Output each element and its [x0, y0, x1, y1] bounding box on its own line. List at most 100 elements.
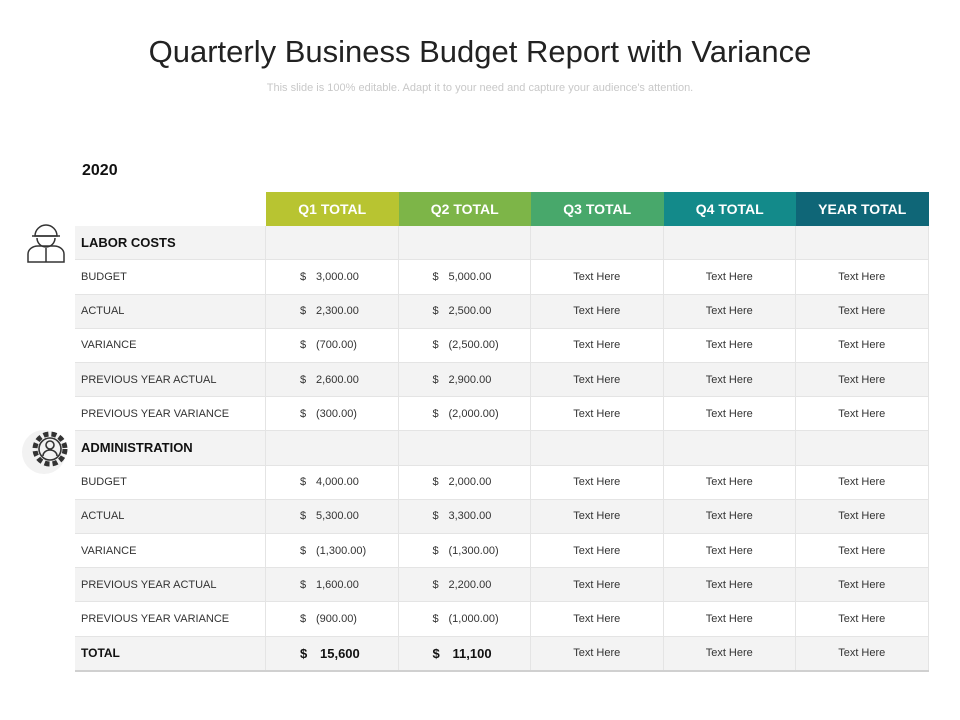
currency: $: [300, 544, 307, 557]
amount: 3,000.00: [316, 270, 359, 283]
subtitle: This slide is 100% editable. Adapt it to…: [266, 82, 694, 94]
text-cell: Text Here: [663, 294, 796, 329]
row-label: BUDGET: [75, 465, 266, 500]
currency: $: [432, 407, 439, 420]
amount-cell: $11,100: [398, 636, 531, 671]
amount: (1,300.00): [448, 544, 499, 557]
amount-cell: $ (1,000.00): [398, 602, 531, 637]
currency: $: [432, 476, 439, 489]
text-cell: Text Here: [663, 602, 796, 637]
amount: 5,000.00: [448, 270, 492, 283]
text-cell: Text Here: [531, 568, 664, 603]
amount-cell: $5,000.00: [398, 260, 531, 295]
worker-icon: [27, 224, 65, 263]
amount-cell: $1,600.00: [266, 568, 399, 603]
text-cell: Text Here: [796, 363, 929, 398]
amount-cell: $ (300.00): [266, 397, 399, 432]
currency: $: [300, 339, 307, 352]
amount: 2,200.00: [448, 578, 492, 591]
currency: $: [432, 373, 439, 386]
text-cell: Text Here: [796, 397, 929, 432]
text-cell: Text Here: [663, 534, 796, 569]
amount: 15,600: [320, 645, 360, 661]
amount-cell: $ (2,000.00): [398, 397, 531, 432]
empty-cell: [796, 431, 929, 466]
text-cell: Text Here: [531, 602, 664, 637]
amount: (2,500.00): [448, 339, 499, 352]
currency: $: [300, 476, 307, 489]
amount-cell: $2,300.00: [266, 294, 399, 329]
column-header: Q2 TOTAL: [398, 192, 531, 227]
amount-cell: $3,000.00: [266, 260, 399, 295]
text-cell: Text Here: [663, 363, 796, 398]
currency: $: [300, 373, 307, 386]
text-cell: Text Here: [531, 397, 664, 432]
amount: 11,100: [452, 645, 492, 661]
amount: (1,000.00): [448, 612, 499, 625]
amount: (1,300.00): [316, 544, 367, 557]
currency: $: [300, 305, 307, 318]
amount-cell: $3,300.00: [398, 499, 531, 534]
amount-cell: $5,300.00: [266, 499, 399, 534]
text-cell: Text Here: [796, 294, 929, 329]
text-cell: Text Here: [796, 328, 929, 363]
currency: $: [432, 270, 439, 283]
currency: $: [432, 339, 439, 352]
text-cell: Text Here: [663, 260, 796, 295]
currency: $: [432, 645, 440, 661]
text-cell: Text Here: [796, 260, 929, 295]
amount-cell: $ (1,300.00): [398, 534, 531, 569]
currency: $: [432, 578, 439, 591]
row-label: PREVIOUS YEAR VARIANCE: [75, 602, 266, 637]
amount: (900.00): [316, 612, 357, 625]
admin-icon: [22, 430, 68, 474]
text-cell: Text Here: [796, 534, 929, 569]
row-label: ACTUAL: [75, 499, 266, 534]
text-cell: Text Here: [796, 636, 929, 671]
empty-cell: [531, 431, 664, 466]
amount: 2,500.00: [448, 305, 492, 318]
row-label: ACTUAL: [75, 294, 266, 329]
amount: 2,300.00: [316, 305, 359, 318]
currency: $: [300, 270, 307, 283]
text-cell: Text Here: [531, 294, 664, 329]
text-cell: Text Here: [663, 636, 796, 671]
row-label: VARIANCE: [75, 328, 266, 363]
text-cell: Text Here: [796, 602, 929, 637]
amount-cell: $2,900.00: [398, 363, 531, 398]
text-cell: Text Here: [663, 499, 796, 534]
currency: $: [300, 612, 307, 625]
row-label: BUDGET: [75, 260, 266, 295]
amount: 5,300.00: [316, 510, 359, 523]
amount: (2,000.00): [448, 407, 499, 420]
text-cell: Text Here: [531, 465, 664, 500]
amount: (300.00): [316, 407, 357, 420]
amount: 4,000.00: [316, 476, 359, 489]
amount-cell: $ (900.00): [266, 602, 399, 637]
row-label: PREVIOUS YEAR VARIANCE: [75, 397, 266, 432]
row-label: TOTAL: [75, 636, 266, 671]
text-cell: Text Here: [531, 363, 664, 398]
amount-cell: $2,200.00: [398, 568, 531, 603]
empty-cell: [266, 431, 399, 466]
currency: $: [300, 407, 307, 420]
currency: $: [432, 305, 439, 318]
amount: 2,900.00: [448, 373, 492, 386]
amount: 2,600.00: [316, 373, 359, 386]
empty-cell: [796, 226, 929, 261]
section-title: LABOR COSTS: [75, 226, 266, 261]
column-header: Q1 TOTAL: [266, 192, 399, 227]
year: 2020: [82, 162, 118, 179]
empty-cell: [531, 226, 664, 261]
currency: $: [300, 578, 307, 591]
text-cell: Text Here: [531, 328, 664, 363]
row-label: PREVIOUS YEAR ACTUAL: [75, 363, 266, 398]
row-label: VARIANCE: [75, 534, 266, 569]
currency: $: [300, 645, 308, 661]
text-cell: Text Here: [663, 568, 796, 603]
row-label: PREVIOUS YEAR ACTUAL: [75, 568, 266, 603]
text-cell: Text Here: [796, 499, 929, 534]
column-header: Q3 TOTAL: [531, 192, 664, 227]
